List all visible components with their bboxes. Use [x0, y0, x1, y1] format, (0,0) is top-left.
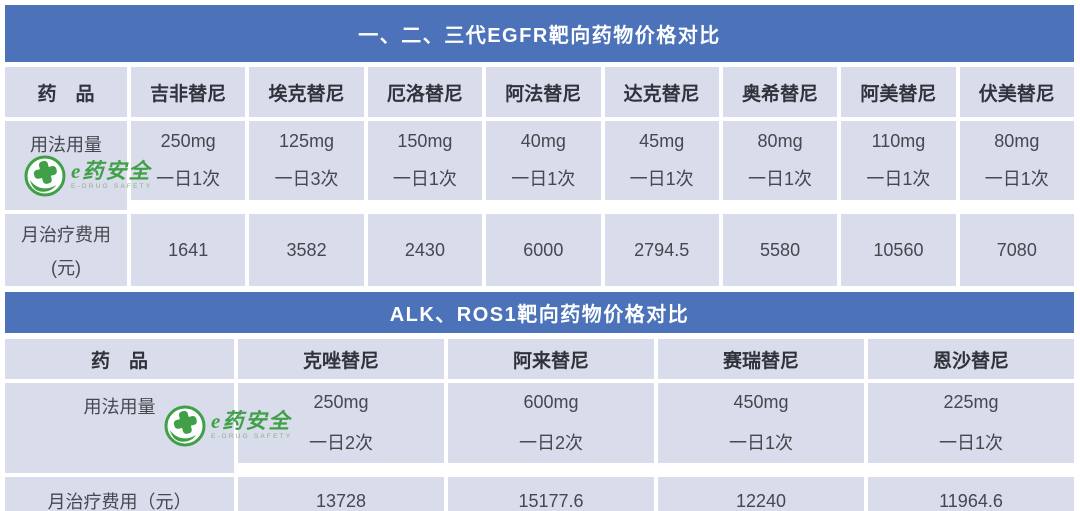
dosage-osimertinib: 80mg 一日1次 — [722, 121, 838, 200]
drug-name-ensartinib: 恩沙替尼 — [868, 339, 1074, 379]
e-drug-safety-logo-text: e药安全 E-DRUG SAFETY — [211, 411, 292, 441]
dosage-afatinib: 40mg 一日1次 — [486, 121, 601, 200]
dosage-alectinib: 600mg 一日2次 — [448, 383, 654, 463]
dose-value: 150mg — [397, 130, 453, 151]
dosage-ensartinib: 225mg 一日1次 — [868, 383, 1074, 463]
drug-name-icotinib: 埃克替尼 — [249, 67, 364, 117]
dosage-erlotinib: 150mg 一日1次 — [367, 121, 483, 200]
alk-dosage-row: 用法用量 e药安全 E-DRUG SAFETY — [5, 383, 1074, 473]
price-gefitinib: 1641 — [131, 214, 246, 286]
egfr-dosage-row: 用法用量 e药安全 E-DRUG SAFETY — [5, 121, 1074, 210]
egfr-header-row: 药 品 吉非替尼 埃克替尼 厄洛替尼 阿法替尼 达克替尼 奥希替尼 阿美替尼 伏… — [5, 67, 1074, 117]
dose-value: 250mg — [160, 130, 216, 151]
drug-name-crizotinib: 克唑替尼 — [238, 339, 444, 379]
dose-frequency: 一日1次 — [511, 168, 576, 189]
alk-header-row: 药 品 克唑替尼 阿来替尼 赛瑞替尼 恩沙替尼 — [5, 339, 1074, 379]
alk-dosage-row-label: 用法用量 — [83, 397, 156, 417]
dose-frequency: 一日1次 — [392, 168, 457, 189]
dose-value: 40mg — [520, 130, 566, 151]
dosage-furmonertinib: 80mg 一日1次 — [959, 121, 1074, 200]
alk-price-row: 月治疗费用（元） 13728 15177.6 12240 11964.6 — [5, 477, 1074, 511]
dosage-ceritinib: 450mg 一日1次 — [658, 383, 864, 463]
dose-value: 125mg — [279, 130, 335, 151]
price-afatinib: 6000 — [486, 214, 601, 286]
dose-value: 250mg — [313, 391, 369, 412]
e-drug-safety-logo: e药安全 E-DRUG SAFETY — [163, 404, 292, 448]
egfr-dosage-row-label: 用法用量 — [30, 135, 102, 155]
dose-frequency: 一日1次 — [748, 168, 813, 189]
dose-value: 80mg — [994, 130, 1040, 151]
alk-dosage-label-cell: 用法用量 e药安全 E-DRUG SAFETY — [5, 383, 290, 473]
dosage-crizotinib: 250mg 一日2次 — [238, 383, 444, 463]
price-crizotinib: 13728 — [238, 477, 444, 511]
dose-value: 45mg — [639, 130, 685, 151]
egfr-price-label-cell: 月治疗费用 (元) — [5, 214, 127, 286]
alk-drug-row-label: 药 品 — [5, 339, 234, 379]
logo-subtitle: E-DRUG SAFETY — [71, 183, 153, 191]
dose-frequency: 一日1次 — [984, 168, 1049, 189]
dose-frequency: 一日1次 — [866, 168, 931, 189]
price-icotinib: 3582 — [249, 214, 364, 286]
egfr-dosage-label-cell: 用法用量 e药安全 E-DRUG SAFETY — [5, 121, 150, 210]
price-row-label-line2: (元) — [51, 257, 81, 278]
dosage-dacomitinib: 45mg 一日1次 — [604, 121, 719, 200]
dose-value: 600mg — [523, 391, 579, 412]
price-ceritinib: 12240 — [658, 477, 864, 511]
drug-name-gefitinib: 吉非替尼 — [131, 67, 246, 117]
dose-frequency: 一日1次 — [629, 168, 694, 189]
logo-name: e药安全 — [211, 409, 292, 434]
price-dacomitinib: 2794.5 — [604, 214, 719, 286]
egfr-drug-row-label: 药 品 — [5, 67, 127, 117]
dose-value: 80mg — [757, 130, 803, 151]
logo-name: e药安全 — [71, 159, 152, 184]
drug-name-almonertinib: 阿美替尼 — [841, 67, 956, 117]
drug-name-furmonertinib: 伏美替尼 — [959, 67, 1074, 117]
price-row-label-line1: 月治疗费用 — [21, 224, 111, 245]
e-drug-safety-logo-icon — [24, 155, 66, 197]
price-osimertinib: 5580 — [722, 214, 838, 286]
drug-name-osimertinib: 奥希替尼 — [722, 67, 838, 117]
alk-price-row-label: 月治疗费用（元） — [5, 477, 234, 511]
price-furmonertinib: 7080 — [959, 214, 1074, 286]
egfr-price-row: 月治疗费用 (元) 1641 3582 2430 6000 2794.5 558… — [5, 214, 1074, 286]
price-almonertinib: 10560 — [841, 214, 956, 286]
price-erlotinib: 2430 — [367, 214, 483, 286]
content-area: 一、二、三代EGFR靶向药物价格对比 药 品 吉非替尼 埃克替尼 厄洛替尼 阿法… — [5, 5, 1074, 511]
e-drug-safety-logo: e药安全 E-DRUG SAFETY — [23, 154, 152, 198]
dose-frequency: 一日2次 — [308, 432, 373, 453]
drug-name-dacomitinib: 达克替尼 — [604, 67, 719, 117]
alk-table-title: ALK、ROS1靶向药物价格对比 — [5, 292, 1074, 333]
dose-frequency: 一日2次 — [518, 432, 583, 453]
logo-subtitle: E-DRUG SAFETY — [211, 433, 293, 441]
drug-name-erlotinib: 厄洛替尼 — [367, 67, 483, 117]
dose-frequency: 一日1次 — [728, 432, 793, 453]
drug-name-afatinib: 阿法替尼 — [486, 67, 601, 117]
egfr-price-table: 一、二、三代EGFR靶向药物价格对比 药 品 吉非替尼 埃克替尼 厄洛替尼 阿法… — [5, 5, 1074, 286]
dosage-icotinib: 125mg 一日3次 — [249, 121, 364, 200]
dose-frequency: 一日3次 — [274, 168, 339, 189]
dosage-almonertinib: 110mg 一日1次 — [841, 121, 956, 200]
dose-value: 110mg — [871, 130, 926, 151]
dose-value: 450mg — [733, 391, 789, 412]
dose-value: 225mg — [943, 391, 999, 412]
drug-name-ceritinib: 赛瑞替尼 — [658, 339, 864, 379]
dose-frequency: 一日1次 — [156, 168, 221, 189]
price-alectinib: 15177.6 — [448, 477, 654, 511]
alk-ros1-price-table: ALK、ROS1靶向药物价格对比 药 品 克唑替尼 阿来替尼 赛瑞替尼 恩沙替尼… — [5, 292, 1074, 511]
egfr-table-title: 一、二、三代EGFR靶向药物价格对比 — [5, 5, 1074, 62]
drug-name-alectinib: 阿来替尼 — [448, 339, 654, 379]
dose-frequency: 一日1次 — [938, 432, 1003, 453]
price-ensartinib: 11964.6 — [868, 477, 1074, 511]
dosage-gefitinib: 250mg 一日1次 — [131, 121, 246, 200]
e-drug-safety-logo-icon — [164, 405, 206, 447]
e-drug-safety-logo-text: e药安全 E-DRUG SAFETY — [71, 161, 152, 191]
